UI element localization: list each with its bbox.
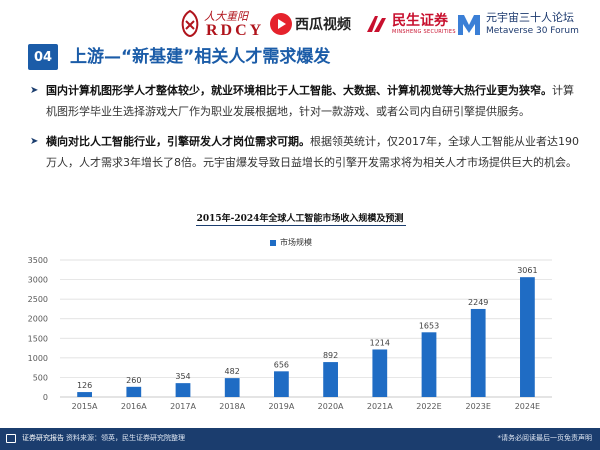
minsheng-wing-icon [367,16,386,32]
minsheng-text: 民生证券 [392,13,448,29]
x-tick-label: 2019A [268,402,294,411]
x-tick-label: 2022E [416,402,441,411]
chart-legend: 市场规模 [270,237,312,248]
bullet-body-text: 计算机图形学毕业生选择游戏大厂作为职业发展根据地，针对一款游戏、或者公司内自研引… [46,84,574,118]
bullet-item-talent-scarcity: ➤ 国内计算机图形学人才整体较少，就业环境相比于人工智能、大数据、计算机视觉等大… [26,80,582,122]
footer-disclaimer: *请务必阅读最后一页免责声明 [497,434,593,442]
rdcy-en-text: RDCY [206,22,265,39]
bullet-list: ➤ 国内计算机图形学人才整体较少，就业环境相比于人工智能、大数据、计算机视觉等大… [26,80,582,182]
play-icon [270,13,292,35]
bullet-bold-text: 国内计算机图形学人才整体较少，就业环境相比于人工智能、大数据、计算机视觉等大热行… [46,84,552,97]
legend-swatch [270,239,276,246]
bar [421,332,437,397]
chart-plot-area: 0 500 1000 1500 2000 2500 3000 3500 126 2015A 260 2… [28,256,552,411]
data-label: 126 [77,381,92,390]
bar [470,308,486,397]
metaverse-m-icon [458,15,480,35]
arrow-bullet-icon: ➤ [30,85,39,96]
data-label: 2249 [468,298,488,307]
x-tick-label: 2018A [219,402,245,411]
bar-chart: 2015年-2024年全球人工智能市场收入规模及预测 市场规模 0 500 1000… [0,205,600,425]
legend-label: 市场规模 [280,238,312,247]
metaverse-en-text: Metaverse 30 Forum [486,26,579,36]
bar [520,277,535,397]
y-tick-label: 2500 [28,295,48,304]
arrow-bullet-icon: ➤ [30,136,39,147]
footer-bar: 证券研究报告 资料来源：领英，民生证券研究院整理 *请务必阅读最后一页免责声明 [0,428,600,450]
xigua-logo: 西瓜视频 [270,8,351,40]
x-tick-label: 2023E [465,402,490,411]
bar [224,378,240,397]
data-label: 656 [274,360,289,369]
x-tick-label: 2024E [515,402,540,411]
data-label: 892 [323,351,338,360]
data-label: 3061 [517,266,537,275]
section-number-badge: 04 [28,44,58,70]
bar [77,392,92,397]
chart-title: 2015年-2024年全球人工智能市场收入规模及预测 [196,214,404,224]
minsheng-logo: 民生证券 MINSHENG SECURITIES [365,8,456,40]
bar [274,371,289,397]
y-tick-label: 0 [43,393,48,402]
bullet-body-text: 根据领英统计，仅2017年，全球人工智能从业者达190万人，人才需求3年增长了8… [46,135,579,169]
bullet-item-ai-comparison: ➤ 横向对比人工智能行业，引擎研发人才岗位需求可期。根据领英统计，仅2017年，… [26,131,582,173]
data-label: 260 [126,376,141,385]
y-tick-label: 3000 [28,276,48,285]
bullet-bold-text: 横向对比人工智能行业，引擎研发人才岗位需求可期。 [46,135,310,148]
x-tick-label: 2015A [72,402,98,411]
y-tick-label: 2000 [28,315,48,324]
rdcy-cn-text: 人大重阳 [204,10,248,23]
y-tick-label: 1500 [28,334,48,343]
rdcy-logo: 人大重阳 RDCY [178,8,261,40]
data-label: 1653 [419,321,439,330]
chart-title-rule [196,225,406,226]
y-tick-label: 3500 [28,256,48,265]
footer-report-label: 证券研究报告 [22,434,64,442]
footer-source: 资料来源：领英，民生证券研究院整理 [66,434,185,442]
section-title: 上游—“新基建”相关人才需求爆发 [70,47,331,67]
bar [175,383,191,397]
x-tick-label: 2021A [367,402,393,411]
minsheng-en-text: MINSHENG SECURITIES [392,29,456,35]
bar [126,386,142,397]
metaverse-logo: 元宇宙三十人论坛 Metaverse 30 Forum [456,8,579,40]
data-label: 482 [225,367,240,376]
xigua-text: 西瓜视频 [295,17,351,33]
logo-bar: 人大重阳 RDCY 西瓜视频 民生证券 MINSHENG SECURITIES … [0,8,600,40]
metaverse-cn-text: 元宇宙三十人论坛 [486,11,574,24]
x-tick-label: 2016A [121,402,147,411]
data-label: 1214 [370,338,390,347]
data-label: 354 [175,372,190,381]
y-tick-label: 500 [33,373,48,382]
bar [372,349,388,397]
report-book-icon [6,434,16,443]
x-tick-label: 2020A [318,402,344,411]
bar [323,362,338,397]
rdcy-seal-icon [181,9,199,37]
y-tick-label: 1000 [28,354,48,363]
x-tick-label: 2017A [170,402,196,411]
